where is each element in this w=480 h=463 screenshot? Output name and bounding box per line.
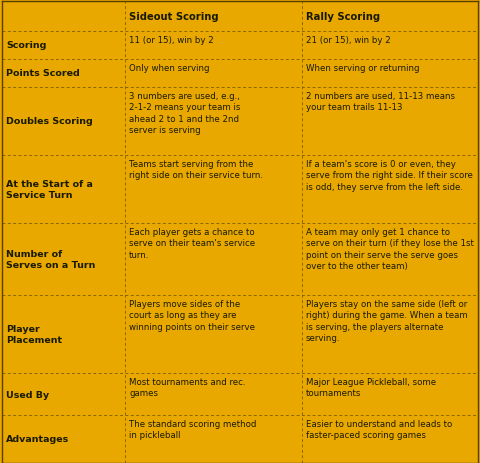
Text: A team may only get 1 chance to
serve on their turn (if they lose the 1st
point : A team may only get 1 chance to serve on… [306, 227, 474, 271]
Text: Advantages: Advantages [6, 435, 69, 444]
Text: Player
Placement: Player Placement [6, 324, 62, 344]
Text: Number of
Serves on a Turn: Number of Serves on a Turn [6, 249, 96, 269]
Text: Players stay on the same side (left or
right) during the game. When a team
is se: Players stay on the same side (left or r… [306, 300, 468, 343]
Text: Points Scored: Points Scored [6, 69, 80, 78]
Text: 3 numbers are used, e.g.,
2-1-2 means your team is
ahead 2 to 1 and the 2nd
serv: 3 numbers are used, e.g., 2-1-2 means yo… [129, 92, 240, 135]
Text: If a team's score is 0 or even, they
serve from the right side. If their score
i: If a team's score is 0 or even, they ser… [306, 160, 473, 192]
Text: When serving or returning: When serving or returning [306, 64, 420, 73]
Text: Used By: Used By [6, 390, 49, 399]
Text: Each player gets a chance to
serve on their team's service
turn.: Each player gets a chance to serve on th… [129, 227, 255, 259]
Text: Scoring: Scoring [6, 41, 47, 50]
Text: Most tournaments and rec.
games: Most tournaments and rec. games [129, 377, 245, 398]
Text: Players move sides of the
court as long as they are
winning points on their serv: Players move sides of the court as long … [129, 300, 255, 331]
Text: The standard scoring method
in pickleball: The standard scoring method in picklebal… [129, 419, 256, 439]
Text: Rally Scoring: Rally Scoring [306, 12, 380, 22]
Text: Major League Pickleball, some
tournaments: Major League Pickleball, some tournament… [306, 377, 436, 398]
Text: At the Start of a
Service Turn: At the Start of a Service Turn [6, 179, 93, 200]
Text: 11 (or 15), win by 2: 11 (or 15), win by 2 [129, 36, 214, 45]
Text: Sideout Scoring: Sideout Scoring [129, 12, 218, 22]
Text: Easier to understand and leads to
faster-paced scoring games: Easier to understand and leads to faster… [306, 419, 452, 439]
Text: 2 numbers are used, 11-13 means
your team trails 11-13: 2 numbers are used, 11-13 means your tea… [306, 92, 455, 112]
Text: Only when serving: Only when serving [129, 64, 209, 73]
Text: Doubles Scoring: Doubles Scoring [6, 117, 93, 126]
Text: Teams start serving from the
right side on their service turn.: Teams start serving from the right side … [129, 160, 263, 180]
Text: 21 (or 15), win by 2: 21 (or 15), win by 2 [306, 36, 391, 45]
